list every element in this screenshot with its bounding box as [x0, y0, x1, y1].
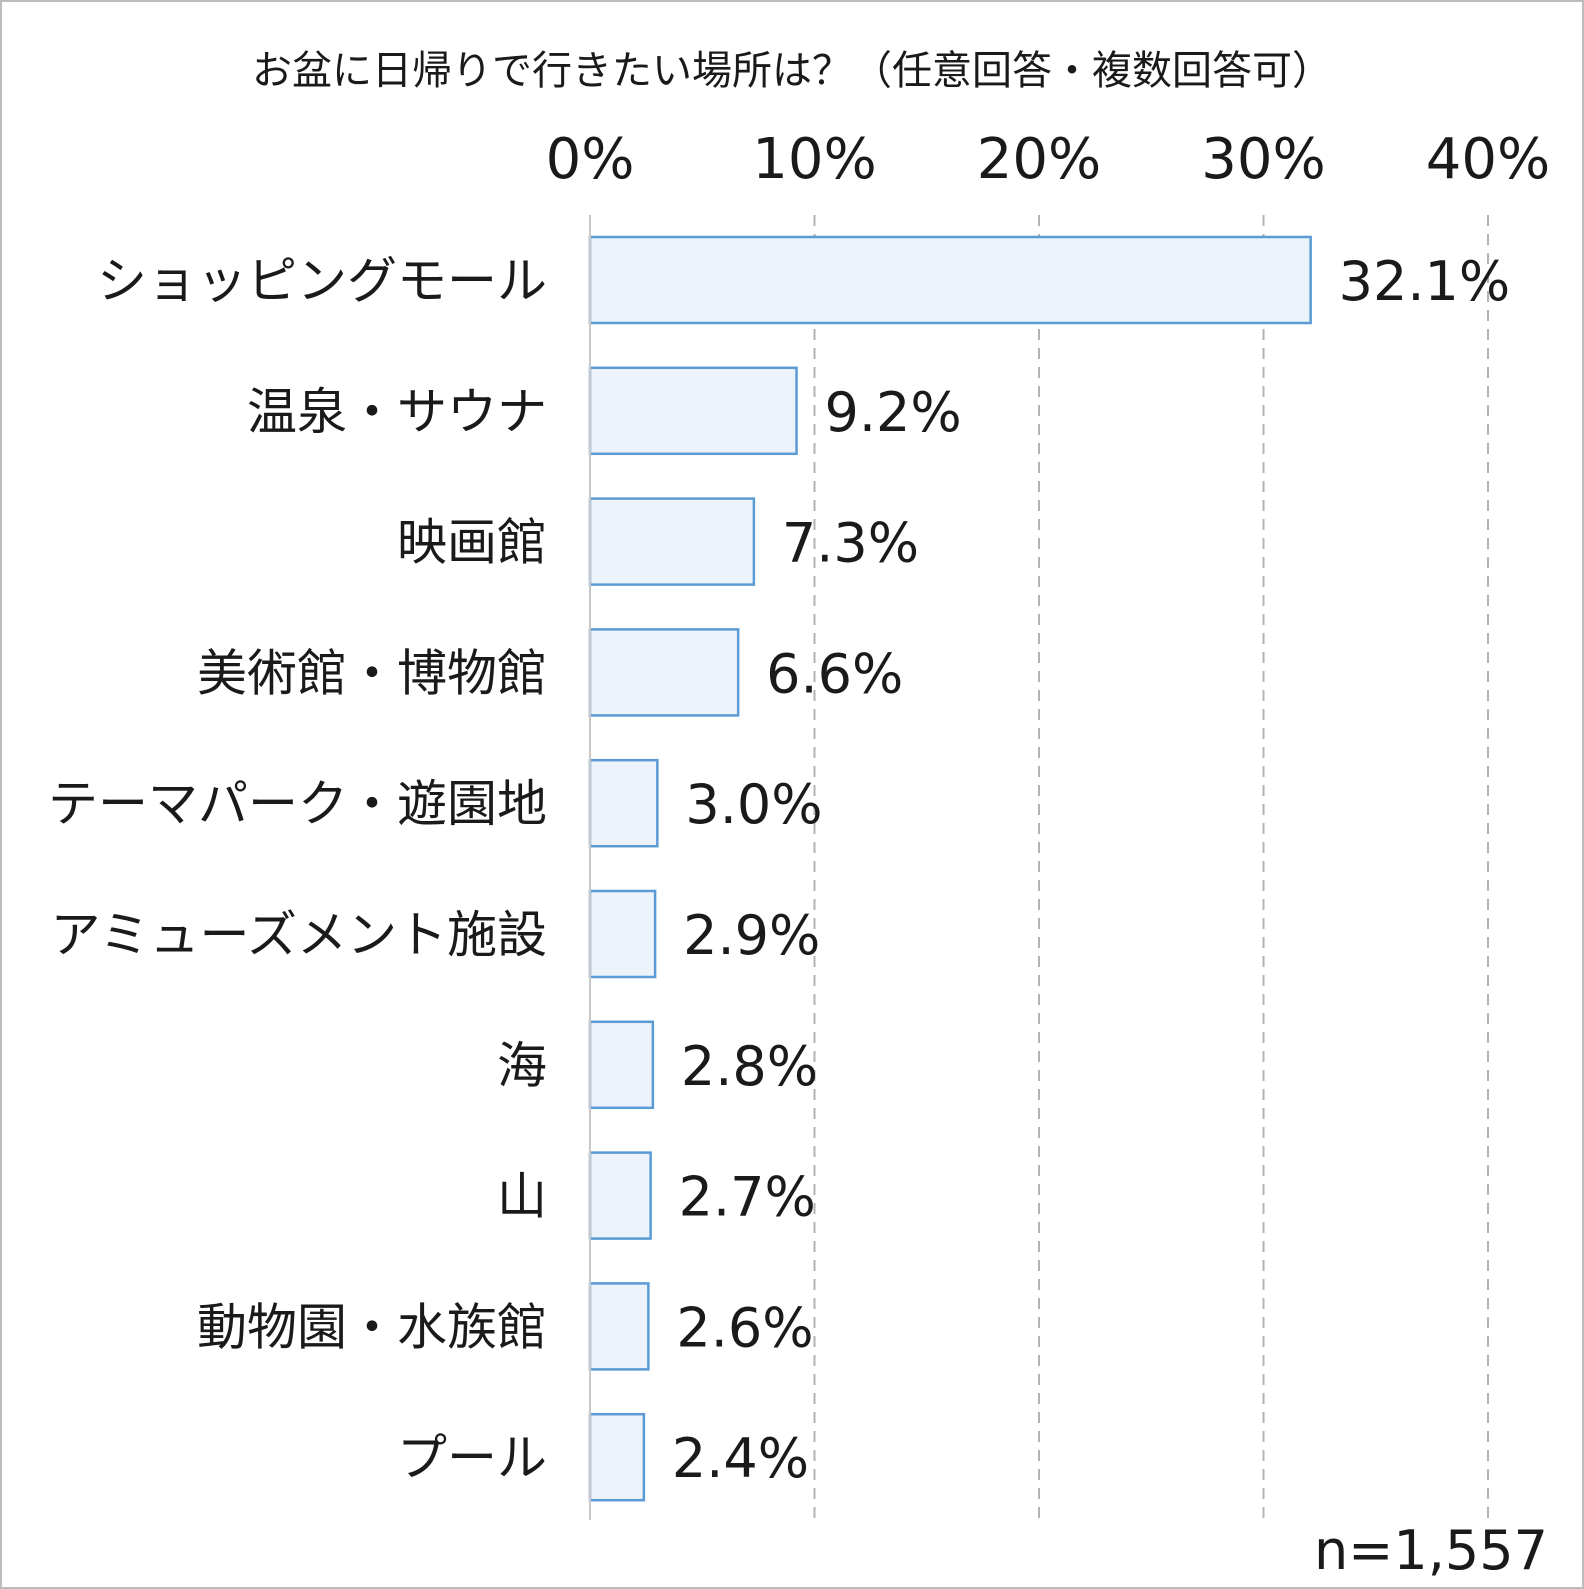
value-label: 2.6% — [676, 1296, 813, 1359]
x-tick-label: 20% — [977, 127, 1101, 192]
category-label: 温泉・サウナ — [247, 383, 547, 441]
bar — [588, 889, 657, 979]
bars — [588, 235, 1312, 1502]
category-label: 動物園・水族館 — [197, 1298, 547, 1356]
tick-labels: 0% 10% 20% 30% 40% — [546, 127, 1551, 192]
value-label: 6.6% — [766, 642, 903, 705]
value-label: 9.2% — [825, 381, 962, 444]
bar — [588, 1412, 646, 1502]
grid-layer — [813, 215, 1489, 1520]
category-label: 美術館・博物館 — [197, 644, 547, 702]
bar — [588, 1020, 655, 1110]
category-label: 山 — [497, 1168, 547, 1226]
x-tick-label: 0% — [546, 127, 635, 192]
bar — [588, 1282, 650, 1371]
value-labels: 32.1% 9.2% 7.3% 6.6% 3.0% 2.9% 2.8% 2.7% 2.6% 2.4… — [672, 250, 1510, 1490]
value-label: 2.8% — [681, 1035, 818, 1098]
chart-title: お盆に日帰りで行きたい場所は？（任意回答・複数回答可） — [252, 48, 1332, 94]
value-label: 32.1% — [1339, 250, 1511, 313]
category-label: 映画館 — [397, 514, 547, 572]
value-label: 2.7% — [679, 1166, 816, 1229]
category-label: アミューズメント施設 — [51, 906, 548, 964]
sample-size-note: n=1,557 — [1314, 1519, 1548, 1582]
bar — [588, 235, 1312, 325]
value-label: 2.4% — [672, 1427, 809, 1490]
value-label: 2.9% — [683, 904, 820, 967]
x-tick-label: 40% — [1426, 127, 1550, 192]
bar — [588, 366, 798, 456]
category-labels: ショッピングモール温泉・サウナ映画館美術館・博物館テーマパーク・遊園地アミューズ… — [48, 252, 547, 1487]
category-label: プール — [397, 1429, 547, 1487]
bar — [588, 628, 740, 717]
bar — [588, 1151, 652, 1240]
value-label: 7.3% — [782, 512, 919, 575]
bar — [588, 497, 756, 586]
category-label: ショッピングモール — [97, 252, 547, 310]
x-tick-label: 30% — [1201, 127, 1325, 192]
category-label: テーマパーク・遊園地 — [48, 775, 547, 833]
bar — [588, 758, 659, 848]
value-label: 3.0% — [685, 773, 822, 836]
category-label: 海 — [497, 1037, 547, 1095]
x-tick-label: 10% — [752, 127, 876, 192]
